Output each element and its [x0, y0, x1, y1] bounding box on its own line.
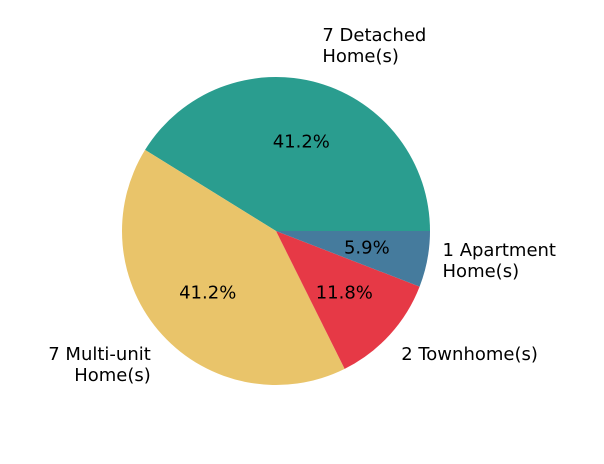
- percent-labels: 41.2% 41.2% 11.8% 5.9%: [179, 132, 390, 304]
- percent-label-1-apartment-home-s: 5.9%: [344, 237, 390, 258]
- pie-slice-2-townhome-s: [276, 231, 420, 369]
- category-label-1-apartment-home-s: 1 Apartment Home(s): [443, 240, 556, 282]
- percent-label-7-multi-unit-home-s: 41.2%: [179, 283, 236, 304]
- category-labels: 7 Detached Home(s) 7 Multi-unit Home(s) 2 To…: [48, 25, 556, 386]
- pie-slice-7-multi-unit-home-s: [121, 149, 345, 385]
- category-label-7-detached-home-s: 7 Detached Home(s): [322, 25, 426, 67]
- percent-label-2-townhome-s: 11.8%: [316, 283, 373, 304]
- category-label-7-multi-unit-home-s: 7 Multi-unit Home(s): [48, 344, 151, 386]
- percent-label-7-detached-home-s: 41.2%: [273, 132, 330, 153]
- pie-slice-1-apartment-home-s: [276, 231, 430, 287]
- category-label-2-townhome-s: 2 Townhome(s): [401, 344, 538, 365]
- pie-slice-7-detached-home-s: [145, 76, 430, 231]
- pie-slices: [121, 76, 430, 385]
